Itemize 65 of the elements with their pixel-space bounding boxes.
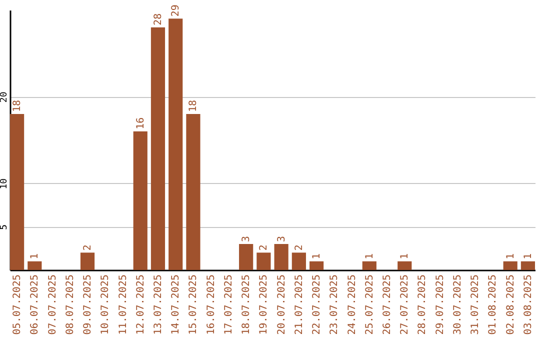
x-tick-label: 01.08.2025 bbox=[488, 274, 499, 335]
data-label: 1 bbox=[364, 253, 376, 260]
data-label: 18 bbox=[12, 100, 24, 112]
y-tick-label: 10 bbox=[0, 178, 10, 190]
data-label: 2 bbox=[294, 244, 305, 251]
data-label: 1 bbox=[505, 253, 516, 260]
x-tick-label: 11.07.2025 bbox=[118, 274, 129, 335]
x-tick-label: 31.07.2025 bbox=[470, 274, 482, 335]
x-tick-label: 14.07.2025 bbox=[170, 274, 182, 335]
data-label: 3 bbox=[276, 236, 288, 242]
x-tick-label: 21.07.2025 bbox=[294, 274, 305, 335]
x-tick-label: 17.07.2025 bbox=[223, 274, 234, 335]
bar bbox=[168, 18, 183, 270]
x-tick-label: 23.07.2025 bbox=[329, 274, 340, 335]
bar bbox=[256, 252, 271, 270]
bar bbox=[133, 131, 148, 270]
bar bbox=[150, 27, 166, 270]
x-tick-label: 03.08.2025 bbox=[522, 274, 534, 335]
x-tick-label: 08.07.2025 bbox=[64, 274, 76, 335]
x-tick-label: 20.07.2025 bbox=[276, 274, 288, 335]
data-label: 2 bbox=[82, 244, 94, 251]
x-tick-label: 28.07.2025 bbox=[417, 274, 428, 335]
data-label: 29 bbox=[170, 4, 182, 17]
x-tick-label: 15.07.2025 bbox=[188, 274, 200, 335]
x-tick-label: 19.07.2025 bbox=[258, 274, 270, 335]
x-tick-label: 02.08.2025 bbox=[505, 274, 516, 335]
x-tick-label: 12.07.2025 bbox=[135, 274, 146, 335]
bar bbox=[80, 252, 95, 270]
bar bbox=[274, 244, 288, 270]
x-tick-label: 26.07.2025 bbox=[382, 274, 394, 335]
bar bbox=[292, 252, 306, 270]
bar bbox=[186, 114, 200, 270]
x-tick-label: 18.07.2025 bbox=[241, 274, 252, 335]
x-tick-label: 09.07.2025 bbox=[82, 274, 94, 335]
x-tick-label: 29.07.2025 bbox=[434, 274, 446, 335]
bar bbox=[239, 244, 254, 270]
y-tick-label: 5 bbox=[0, 224, 10, 230]
x-tick-label: 24.07.2025 bbox=[346, 274, 358, 335]
x-tick-label: 13.07.2025 bbox=[152, 274, 164, 335]
data-label: 16 bbox=[135, 117, 146, 130]
bar bbox=[309, 261, 324, 270]
bar bbox=[362, 261, 376, 270]
x-tick-label: 22.07.2025 bbox=[312, 274, 323, 335]
x-tick-label: 06.07.2025 bbox=[30, 274, 41, 335]
x-tick-label: 30.07.2025 bbox=[452, 274, 464, 335]
data-label: 18 bbox=[188, 100, 200, 112]
data-label: 3 bbox=[241, 236, 252, 242]
x-tick-label: 05.07.2025 bbox=[12, 274, 24, 335]
bar bbox=[503, 261, 518, 270]
x-tick-label: 25.07.2025 bbox=[364, 274, 376, 335]
data-label: 1 bbox=[312, 253, 323, 260]
bar bbox=[398, 261, 412, 270]
data-label: 28 bbox=[152, 13, 164, 26]
x-tick-label: 27.07.2025 bbox=[400, 274, 411, 335]
x-tick-label: 16.07.2025 bbox=[206, 274, 217, 335]
data-label: 1 bbox=[400, 253, 411, 260]
x-tick-label: 07.07.2025 bbox=[47, 274, 58, 335]
data-label: 2 bbox=[258, 244, 270, 251]
bar bbox=[28, 261, 42, 270]
bar bbox=[10, 114, 24, 270]
bar bbox=[520, 261, 535, 270]
y-tick-label: 20 bbox=[0, 92, 10, 103]
data-label: 1 bbox=[522, 253, 534, 260]
x-tick-label: 10.07.2025 bbox=[100, 274, 112, 335]
data-label: 1 bbox=[30, 253, 41, 260]
